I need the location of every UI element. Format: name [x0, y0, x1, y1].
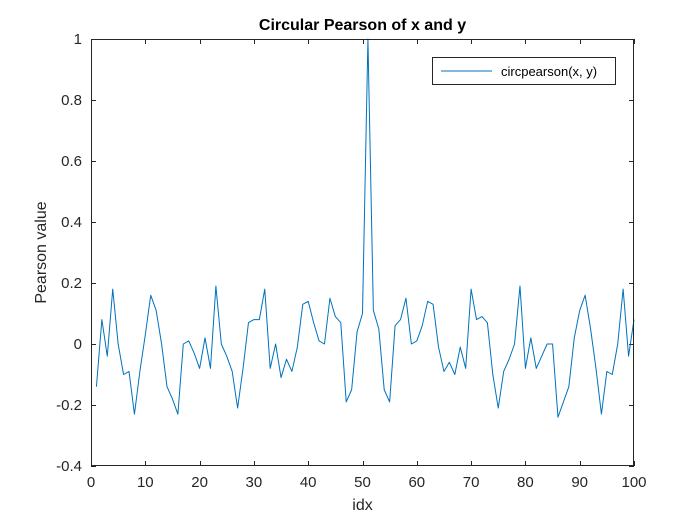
x-tick-label: 80 [517, 474, 534, 491]
y-tick-label: 0.4 [61, 214, 82, 231]
y-tick-label: -0.4 [56, 458, 82, 475]
y-tick-label: 0.6 [61, 153, 82, 170]
x-tick-label: 20 [191, 474, 208, 491]
legend: circpearson(x, y) [432, 57, 616, 85]
series-line-circpearson [95, 38, 635, 418]
y-axis-label: Pearson value [33, 201, 50, 303]
x-tick-label: 70 [463, 474, 480, 491]
x-tick-label: 0 [87, 474, 95, 491]
x-tick-label: 30 [246, 474, 263, 491]
y-tick-label: 0.2 [61, 275, 82, 292]
ticks-layer: 0 10 20 30 40 50 60 70 80 90 100 -0.4 -0.2 0 0.2 0.4 0.6… [56, 31, 646, 491]
y-tick-label: 0 [74, 336, 82, 353]
legend-label: circpearson(x, y) [501, 64, 597, 79]
chart-title: Circular Pearson of x and y [259, 17, 466, 34]
x-tick-label: 10 [137, 474, 154, 491]
x-tick-label: 50 [354, 474, 371, 491]
y-tick-label: -0.2 [56, 397, 82, 414]
y-tick-label: 0.8 [61, 92, 82, 109]
x-tick-label: 60 [408, 474, 425, 491]
y-tick-label: 1 [74, 31, 82, 48]
x-axis-label: idx [352, 497, 372, 514]
x-tick-label: 40 [300, 474, 317, 491]
x-tick-label: 100 [621, 474, 646, 491]
x-tick-label: 90 [571, 474, 588, 491]
axes-box [91, 39, 634, 466]
plot-area [91, 39, 634, 466]
